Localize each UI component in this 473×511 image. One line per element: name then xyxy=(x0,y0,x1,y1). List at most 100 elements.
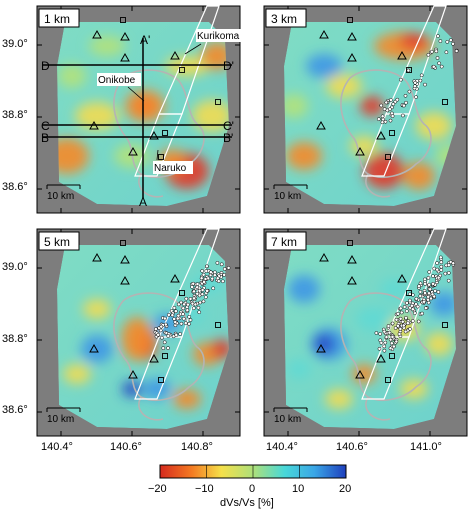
earthquake-marker xyxy=(221,279,225,284)
lat-tick-39: 39.0° xyxy=(2,261,28,273)
earthquake-marker xyxy=(395,97,400,102)
depth-text: 3 km xyxy=(271,12,297,26)
earthquake-marker xyxy=(374,331,379,335)
colorbar-label: dVs/Vs [%] xyxy=(220,497,274,509)
volcano-marker xyxy=(355,369,365,379)
earthquake-marker xyxy=(382,329,387,334)
earthquake-marker xyxy=(390,335,395,339)
earthquake-marker xyxy=(399,310,404,315)
velocity-anomaly xyxy=(356,307,392,331)
scale-text: 10 km xyxy=(47,414,74,425)
colorbar: −20 −10 0 10 20 dVs/Vs [%] xyxy=(148,464,351,509)
earthquake-marker xyxy=(418,290,423,294)
earthquake-marker xyxy=(390,114,395,118)
station-marker xyxy=(406,290,412,296)
earthquake-marker xyxy=(179,321,184,326)
profile-a: A xyxy=(139,195,147,209)
earthquake-marker xyxy=(402,103,406,108)
earthquake-marker xyxy=(427,270,432,274)
earthquake-marker xyxy=(444,50,449,55)
earthquake-marker xyxy=(439,264,444,269)
earthquake-marker xyxy=(156,332,161,337)
earthquake-marker xyxy=(382,344,387,349)
velocity-anomaly xyxy=(89,36,125,56)
earthquake-marker xyxy=(451,41,455,46)
earthquake-marker xyxy=(173,320,178,324)
earthquake-marker xyxy=(200,288,205,292)
earthquake-marker xyxy=(398,327,403,331)
naruko-label: Naruko xyxy=(154,163,187,174)
earthquake-marker xyxy=(431,64,436,69)
earthquake-marker xyxy=(431,274,435,278)
earthquake-marker xyxy=(195,282,200,286)
volcano-marker xyxy=(319,252,329,262)
earthquake-marker xyxy=(205,288,209,293)
earthquake-marker xyxy=(399,77,403,82)
earthquake-marker xyxy=(166,313,171,317)
earthquake-marker xyxy=(200,269,205,273)
earthquake-marker xyxy=(187,321,191,326)
earthquake-marker xyxy=(435,261,439,265)
station-marker xyxy=(215,322,221,328)
earthquake-marker xyxy=(402,305,407,309)
earthquake-marker xyxy=(420,311,424,316)
earthquake-marker xyxy=(454,49,459,53)
earthquake-marker xyxy=(396,323,400,328)
earthquake-marker xyxy=(192,289,196,294)
earthquake-marker xyxy=(377,346,382,351)
volcano-marker xyxy=(347,275,357,285)
volcano-marker xyxy=(347,31,357,41)
volcano-marker xyxy=(316,343,326,353)
earthquake-marker xyxy=(182,302,186,307)
earthquake-marker xyxy=(433,289,437,293)
earthquake-marker xyxy=(201,272,206,277)
velocity-anomaly xyxy=(121,317,153,361)
earthquake-marker xyxy=(210,276,215,281)
map-panel-7km xyxy=(263,228,468,437)
earthquake-marker xyxy=(376,117,381,121)
station-marker xyxy=(347,240,353,246)
station-marker xyxy=(162,353,168,359)
earthquake-marker xyxy=(172,306,177,310)
earthquake-marker xyxy=(410,303,414,308)
earthquake-marker xyxy=(398,306,403,311)
earthquake-marker xyxy=(413,84,417,89)
earthquake-marker xyxy=(405,321,410,326)
earthquake-marker xyxy=(215,261,220,265)
depth-text: 5 km xyxy=(44,235,70,249)
earthquake-marker xyxy=(436,275,441,280)
station-marker xyxy=(442,99,448,105)
depth-label-3km: 3 km xyxy=(265,8,307,28)
depth-label-7km: 7 km xyxy=(265,231,307,251)
station-marker xyxy=(389,130,395,136)
velocity-anomaly xyxy=(284,94,308,118)
colorbar-tick: −10 xyxy=(195,483,214,495)
velocity-anomaly xyxy=(58,64,86,88)
depth-label-5km: 5 km xyxy=(38,231,80,251)
station-marker xyxy=(120,240,126,246)
earthquake-marker xyxy=(427,282,431,287)
velocity-anomaly xyxy=(352,364,376,384)
earthquake-marker xyxy=(174,309,178,314)
earthquake-marker xyxy=(186,302,190,307)
lon-tick-140-6: 140.6° xyxy=(110,441,142,453)
station-marker xyxy=(179,67,185,73)
earthquake-marker xyxy=(166,334,171,338)
earthquake-marker xyxy=(410,319,415,323)
earthquake-marker xyxy=(213,270,217,275)
earthquake-marker xyxy=(384,335,389,339)
earthquake-marker xyxy=(192,296,196,301)
earthquake-marker xyxy=(414,296,419,301)
velocity-field xyxy=(284,22,456,206)
earthquake-marker xyxy=(432,294,437,299)
velocity-anomaly xyxy=(165,56,209,76)
velocity-anomaly xyxy=(75,102,119,130)
river-line xyxy=(365,396,391,421)
lon-tick-140-6: 140.6° xyxy=(336,441,368,453)
onikobe-label: Onikobe xyxy=(98,75,136,86)
station-marker xyxy=(406,67,412,73)
earthquake-marker xyxy=(176,302,181,307)
earthquake-marker xyxy=(163,316,167,321)
earthquake-marker xyxy=(378,332,383,336)
earthquake-marker xyxy=(394,317,399,322)
